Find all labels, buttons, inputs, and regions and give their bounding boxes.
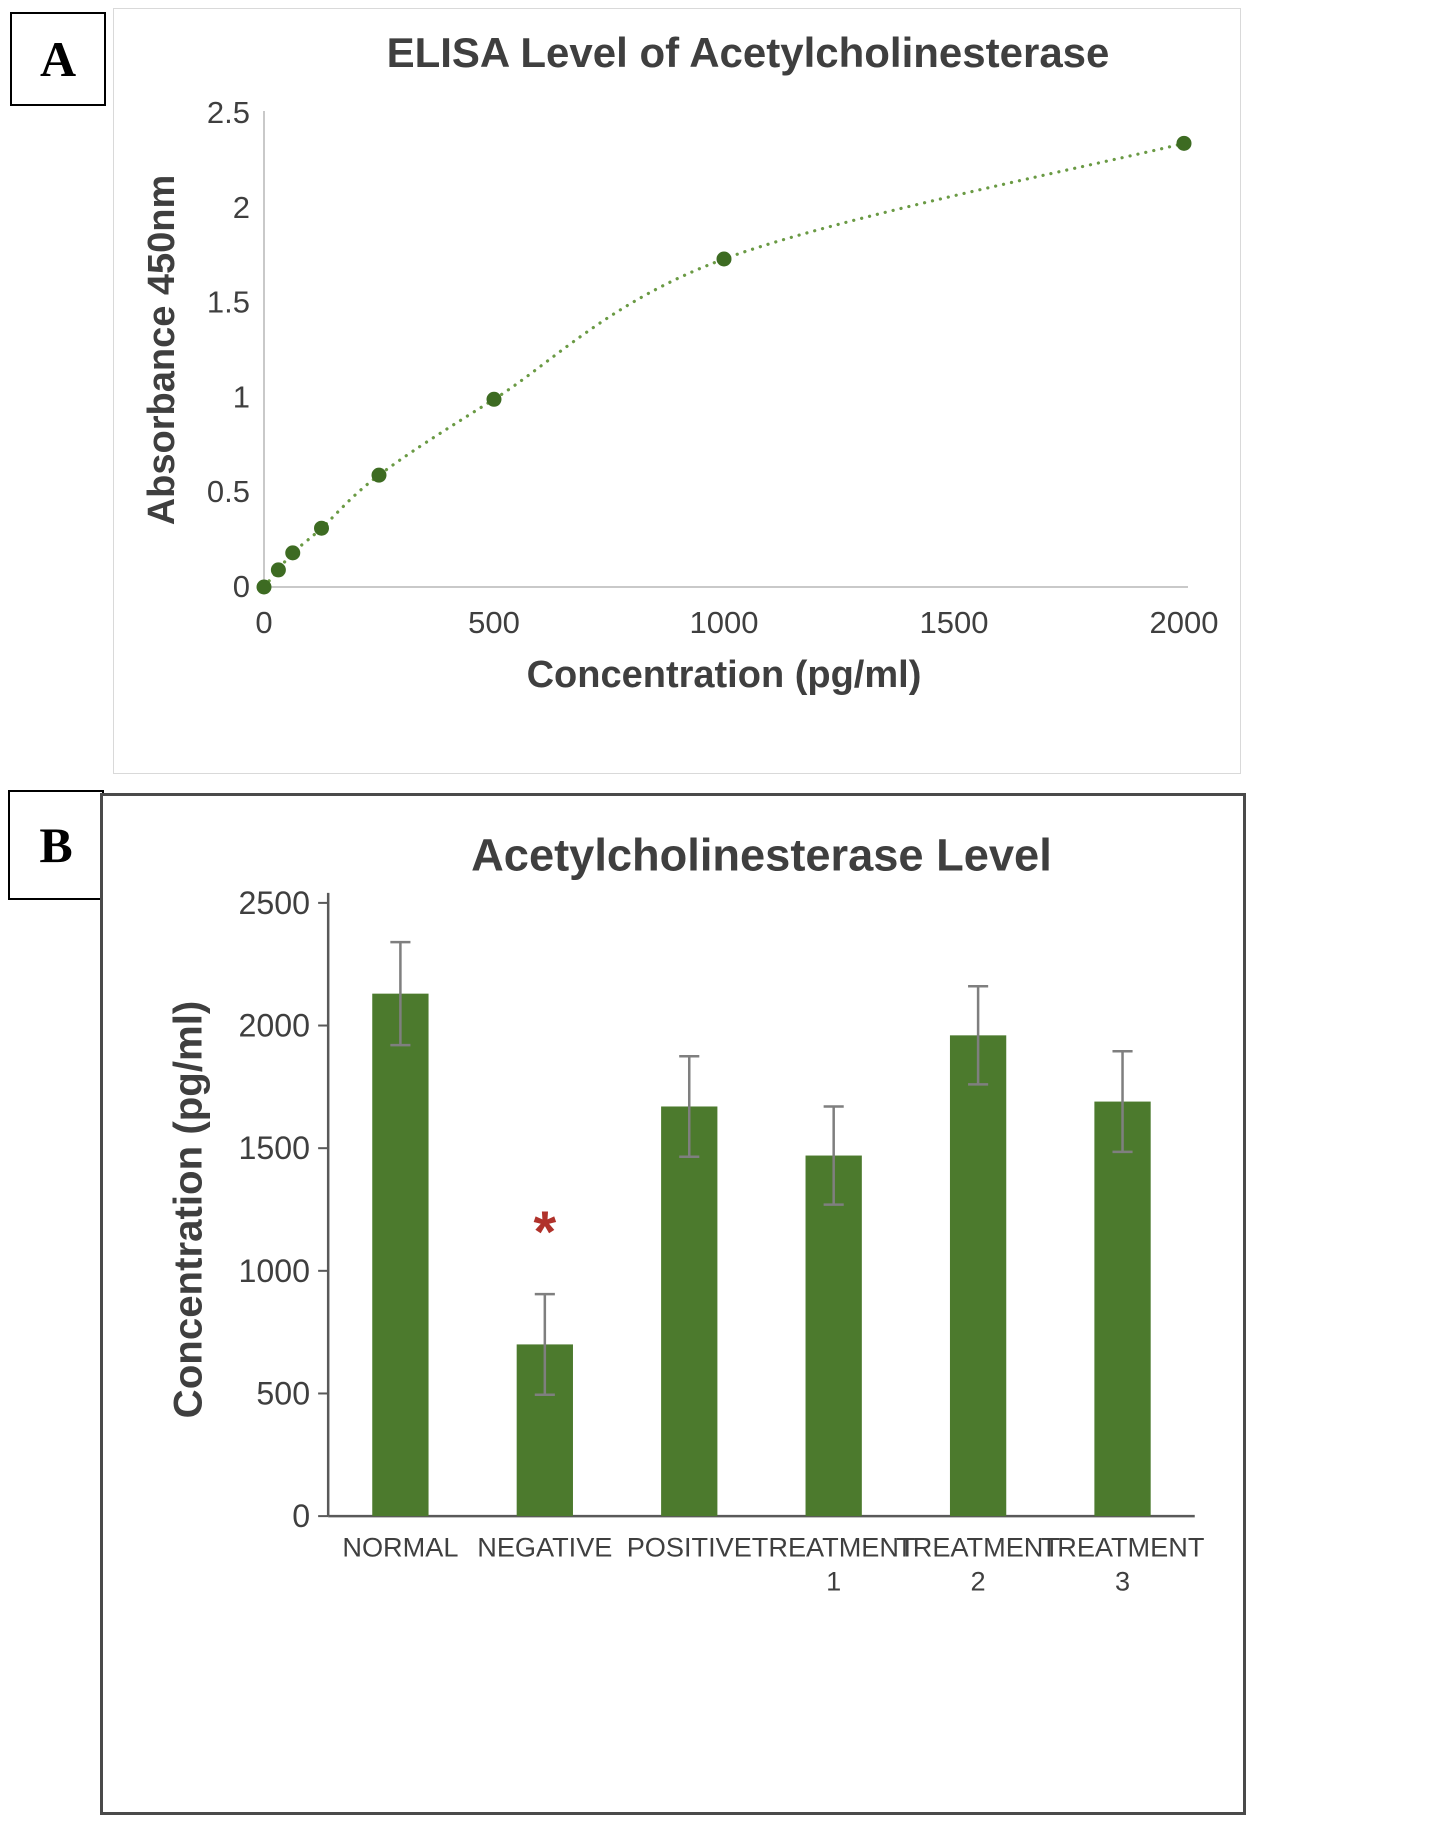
data-point — [1176, 135, 1192, 151]
y-tick-label: 1500 — [239, 1130, 311, 1166]
x-category-label: NORMAL — [342, 1531, 458, 1562]
data-point — [486, 391, 502, 407]
x-axis-label: Concentration (pg/ml) — [527, 654, 922, 696]
panel-b-letter: B — [39, 817, 73, 873]
x-category-label: NEGATIVE — [477, 1531, 612, 1562]
y-tick-label: 0 — [233, 569, 250, 604]
trend-line — [262, 141, 1186, 589]
y-tick-label: 1000 — [239, 1253, 311, 1289]
x-category-label: TREATMENT — [896, 1531, 1060, 1562]
panel-b-label-box: B — [8, 790, 104, 900]
y-tick-label: 1.5 — [207, 285, 250, 320]
data-point — [371, 467, 387, 483]
panel-a-label-box: A — [10, 12, 106, 106]
y-tick-label: 2 — [233, 190, 250, 225]
acetylcholinesterase-bar-chart: Acetylcholinesterase Level 0 500 1000 1500 20… — [166, 830, 1205, 1597]
y-tick-label: 1 — [233, 379, 250, 414]
data-point — [285, 545, 301, 561]
bar — [949, 1035, 1007, 1517]
x-category-label: POSITIVE — [627, 1531, 752, 1562]
significance-asterisk: * — [533, 1200, 556, 1265]
data-point — [270, 562, 286, 578]
x-tick-label: 0 — [255, 605, 272, 640]
panel-a: ELISA Level of Acetylcholinesterase 0 0.5 1… — [113, 8, 1241, 774]
y-tick-label: 0 — [292, 1498, 310, 1534]
y-tick-label: 0.5 — [207, 474, 250, 509]
y-tick-label: 2.5 — [207, 95, 250, 130]
x-tick-label: 2000 — [1150, 605, 1219, 640]
data-point — [716, 251, 732, 267]
x-tick-label: 1000 — [690, 605, 759, 640]
panel-b: Acetylcholinesterase Level 0 500 1000 1500 20… — [100, 793, 1246, 1815]
bar — [372, 993, 429, 1517]
x-category-label: 1 — [826, 1566, 841, 1597]
chart-title: Acetylcholinesterase Level — [471, 830, 1052, 881]
x-category-label: TREATMENT — [752, 1531, 916, 1562]
data-point — [314, 520, 329, 536]
y-axis-label: Concentration (pg/ml) — [166, 1001, 211, 1419]
x-tick-label: 1500 — [920, 605, 989, 640]
y-axis-label: Absorbance 450nm — [141, 175, 183, 526]
y-tick-label: 500 — [256, 1376, 310, 1412]
y-tick-label: 2000 — [239, 1008, 311, 1044]
x-category-label: TREATMENT — [1041, 1531, 1205, 1562]
panel-a-letter: A — [39, 31, 77, 87]
data-point — [256, 579, 272, 595]
elisa-standard-curve-chart: ELISA Level of Acetylcholinesterase 0 0.5 1… — [141, 29, 1219, 696]
bar — [661, 1106, 718, 1517]
bar — [805, 1155, 862, 1517]
x-category-label: 2 — [971, 1566, 986, 1597]
x-category-label: 3 — [1115, 1566, 1130, 1597]
y-tick-label: 2500 — [239, 885, 311, 921]
x-tick-label: 500 — [468, 605, 520, 640]
chart-title: ELISA Level of Acetylcholinesterase — [387, 29, 1110, 76]
bar — [1094, 1101, 1151, 1517]
